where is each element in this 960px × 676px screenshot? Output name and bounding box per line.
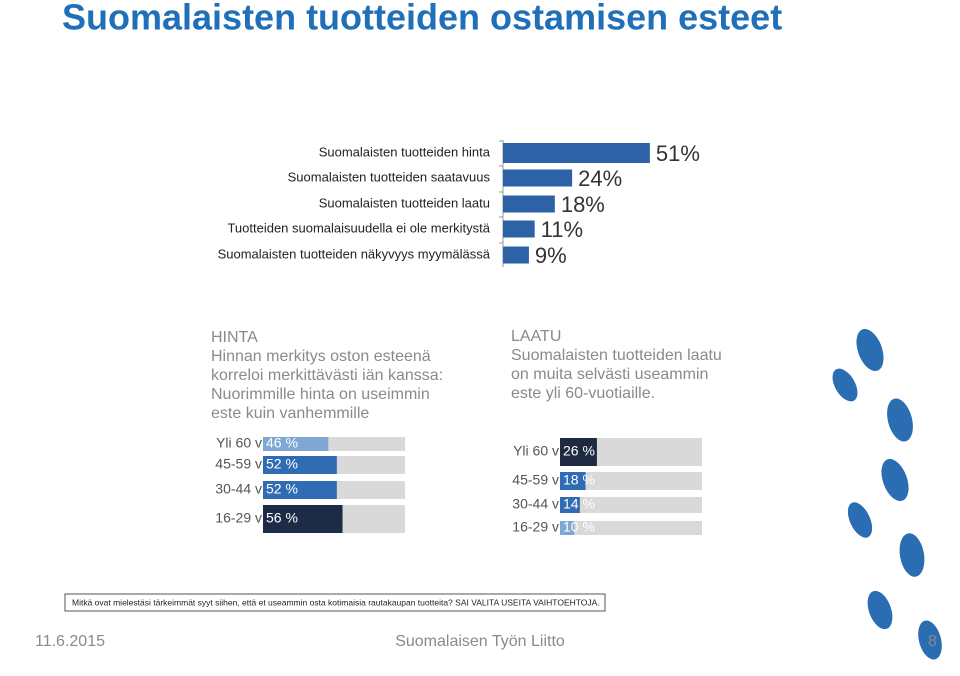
bar — [503, 143, 650, 163]
panel-text: on muita selvästi useammin — [511, 366, 708, 383]
bar — [503, 220, 535, 238]
bar — [263, 437, 329, 451]
value-label: 18% — [561, 192, 605, 217]
bar — [263, 505, 343, 533]
question-box — [64, 593, 606, 612]
category-label: Suomalaisten tuotteiden laatu — [319, 195, 490, 210]
bar — [263, 456, 337, 474]
panel-text: korreloi merkittävästi iän kanssa: — [211, 367, 443, 384]
bar — [503, 169, 573, 187]
slide-title: Suomalaisten tuotteiden ostamisen esteet — [62, 0, 782, 38]
category-label: Suomalaisten tuotteiden saatavuus — [288, 169, 491, 184]
bar — [263, 481, 337, 499]
category-label: Suomalaisten tuotteiden näkyvyys myymälä… — [218, 246, 491, 261]
bar — [503, 246, 529, 264]
panel-text: Hinnan merkitys oston esteenä — [211, 348, 431, 365]
value-label: 26 % — [563, 443, 595, 459]
value-label: 56 % — [266, 510, 298, 526]
footprints — [832, 328, 942, 660]
value-label: 52 % — [266, 456, 298, 472]
value-label: 10 % — [563, 519, 595, 535]
value-label: 11% — [541, 217, 583, 242]
footer-date: 11.6.2015 — [35, 633, 105, 650]
bar — [560, 438, 597, 466]
bar — [503, 195, 555, 213]
panel-text: este kuin vanhemmille — [211, 405, 369, 422]
panel-text: Nuorimmille hinta on useimmin — [211, 386, 430, 403]
panel-heading: HINTA — [211, 329, 258, 346]
value-label: 9% — [535, 243, 567, 268]
panel-heading: LAATU — [511, 328, 561, 345]
value-label: 51% — [656, 141, 700, 166]
category-label: 45-59 v — [512, 472, 559, 488]
value-label: 18 % — [563, 472, 595, 488]
bar-track — [560, 521, 702, 535]
bar — [560, 497, 580, 513]
question: Mitkä ovat mielestäsi tärkeimmät syyt si… — [72, 597, 600, 607]
footer-organization: Suomalaisen Työn Liitto — [395, 633, 565, 650]
bar-track — [560, 472, 702, 490]
category-label: Tuotteiden suomalaisuudella ei ole merki… — [227, 220, 490, 235]
category-label: 45-59 v — [215, 456, 262, 472]
bar — [560, 521, 575, 535]
value-label: 24% — [578, 166, 622, 191]
bar — [560, 472, 586, 490]
category-label: 30-44 v — [215, 481, 262, 497]
category-label: Suomalaisten tuotteiden hinta — [319, 144, 491, 159]
category-label: Yli 60 v — [216, 435, 262, 451]
bar-track — [560, 497, 702, 513]
panel-text: Suomalaisten tuotteiden laatu — [511, 347, 722, 364]
value-label: 52 % — [266, 481, 298, 497]
category-label: Yli 60 v — [513, 443, 559, 459]
value-label: 14 % — [563, 496, 595, 512]
value-label: 46 % — [266, 435, 298, 451]
category-label: 16-29 v — [512, 519, 559, 535]
category-label: 16-29 v — [215, 510, 262, 526]
footer-page: 8 — [928, 633, 937, 650]
category-label: 30-44 v — [512, 496, 559, 512]
panel-text: este yli 60-vuotiaille. — [511, 385, 655, 402]
